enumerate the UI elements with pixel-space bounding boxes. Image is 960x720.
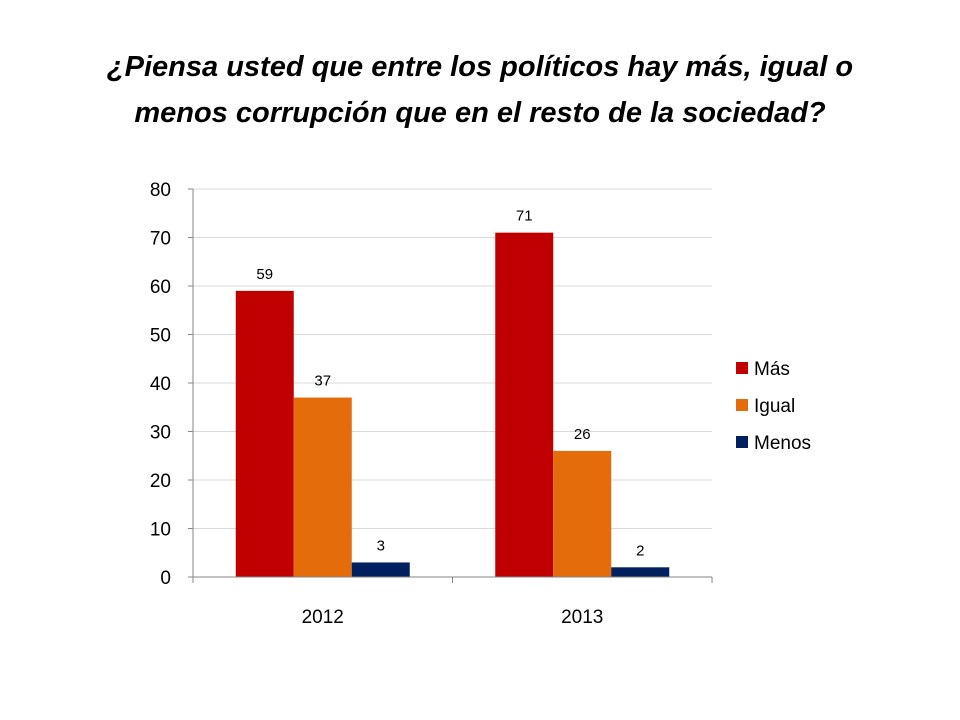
y-tick-label-40: 40 — [150, 374, 171, 395]
chart-title-line-1: ¿Piensa usted que entre los políticos ha… — [106, 51, 854, 83]
chart-title-line-2: menos corrupción que en el resto de la s… — [134, 97, 826, 129]
axes: 0 10 20 30 40 50 60 70 80 2012 2013 — [150, 180, 713, 628]
bar-2013-igual — [553, 450, 612, 577]
legend-label-más: Más — [754, 359, 790, 380]
y-tick-label-20: 20 — [150, 471, 171, 492]
y-tick-label-70: 70 — [150, 229, 171, 250]
data-label-2013-menos: 2 — [636, 542, 644, 559]
legend-swatch-menos — [736, 436, 748, 448]
bar-2012-más — [235, 290, 294, 577]
y-tick-label-60: 60 — [150, 277, 171, 298]
data-label-2012-menos: 3 — [377, 537, 385, 554]
legend: Más Igual Menos — [736, 359, 811, 454]
legend-swatch-más — [736, 362, 748, 374]
legend-swatch-igual — [736, 399, 748, 411]
x-tick-label-2013: 2013 — [561, 607, 603, 628]
y-tick-label-80: 80 — [150, 180, 171, 201]
bar-2012-menos — [351, 562, 410, 577]
bar-2012-igual — [293, 397, 352, 577]
chart-title: ¿Piensa usted que entre los políticos ha… — [40, 44, 920, 136]
y-tick-label-30: 30 — [150, 423, 171, 444]
data-label-2012-igual: 37 — [314, 373, 331, 390]
bar-2013-menos — [611, 567, 670, 577]
x-tick-label-2012: 2012 — [302, 607, 344, 628]
data-label-2012-más: 59 — [256, 266, 273, 283]
data-label-2013-más: 71 — [516, 208, 533, 225]
bar-2013-más — [495, 232, 554, 577]
bars — [235, 232, 670, 577]
legend-label-menos: Menos — [754, 433, 811, 454]
legend-label-igual: Igual — [754, 396, 795, 417]
y-tick-label-0: 0 — [160, 568, 171, 589]
data-labels: 59 37 3 71 26 2 — [256, 208, 644, 560]
y-tick-label-10: 10 — [150, 520, 171, 541]
data-label-2013-igual: 26 — [574, 426, 591, 443]
y-tick-label-50: 50 — [150, 326, 171, 347]
